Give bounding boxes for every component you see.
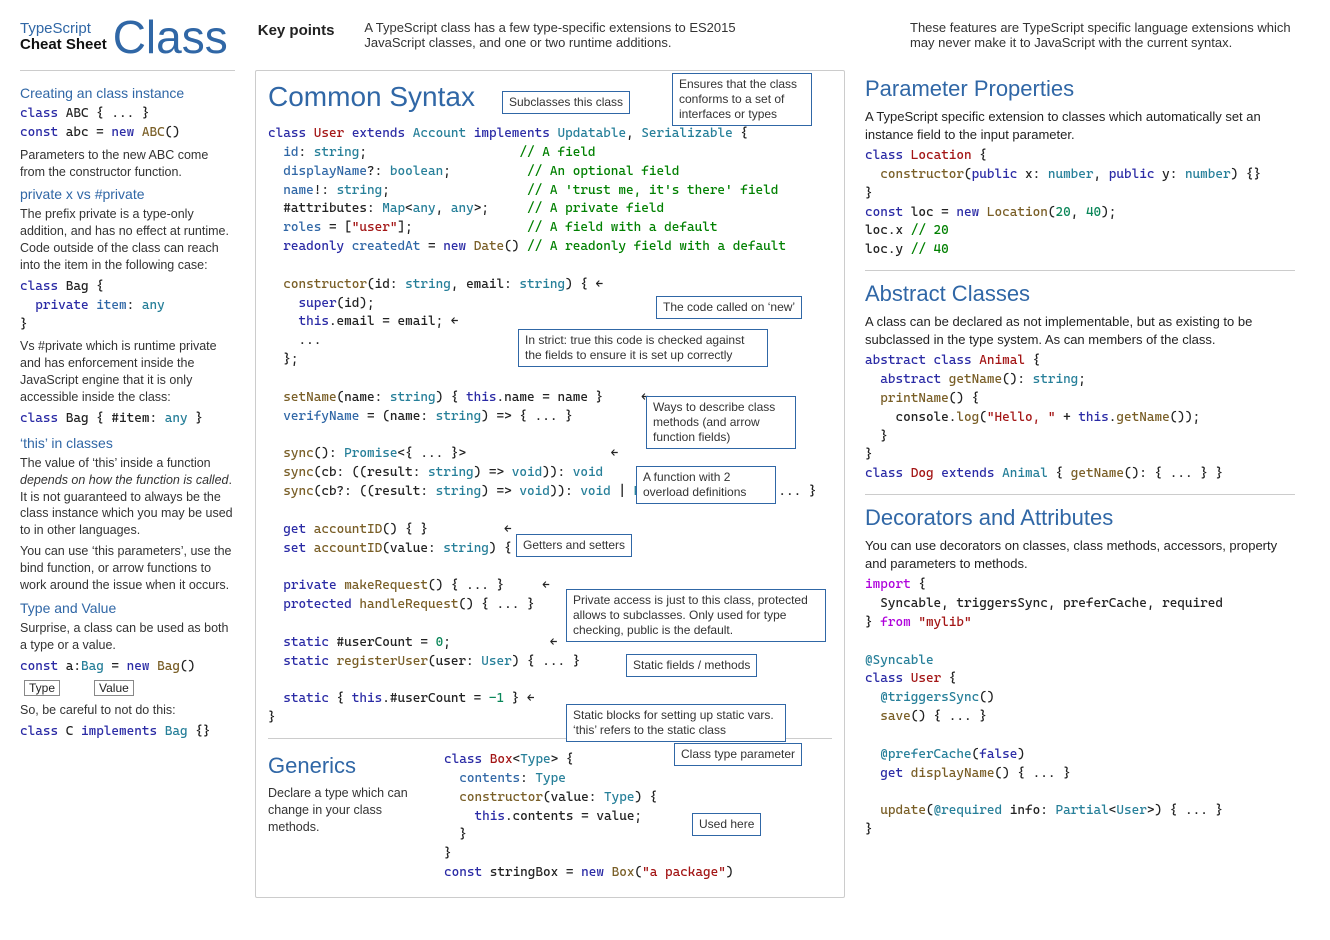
divider xyxy=(865,270,1295,271)
divider-2 xyxy=(865,494,1295,495)
top-right-text: These features are TypeScript specific l… xyxy=(910,20,1310,50)
callout-staticblock: Static blocks for setting up static vars… xyxy=(566,704,786,742)
code-private1: class Bag { private item: any } xyxy=(20,278,235,335)
h-typeval: Type and Value xyxy=(20,600,235,616)
callout-new: The code called on ‘new’ xyxy=(656,296,802,319)
para-typeval2: So, be careful to not do this: xyxy=(20,702,235,719)
key-points-label: Key points xyxy=(258,22,335,39)
key-points-text: A TypeScript class has a few type-specif… xyxy=(364,20,784,50)
callout-access: Private access is just to this class, pr… xyxy=(566,589,826,642)
h-param: Parameter Properties xyxy=(865,76,1295,102)
callout-overload: A function with 2 overload definitions xyxy=(636,466,776,504)
col-right: Parameter Properties A TypeScript specif… xyxy=(865,70,1295,898)
callout-getset: Getters and setters xyxy=(516,534,632,557)
callout-usedhere: Used here xyxy=(692,813,761,836)
code-typeval: const a:Bag = new Bag() xyxy=(20,658,235,677)
callout-strict: In strict: true this code is checked aga… xyxy=(518,329,768,367)
code-dec: import { Syncable, triggersSync, preferC… xyxy=(865,576,1295,840)
callout-conforms: Ensures that the class conforms to a set… xyxy=(672,73,812,126)
typeval-tags: Type Value xyxy=(24,680,235,696)
code-generics: class Box<Type> { contents: Type constru… xyxy=(444,751,832,883)
generics-block: Generics Declare a type which can change… xyxy=(268,738,832,887)
h-this: ‘this’ in classes xyxy=(20,435,235,451)
logo-main: Class xyxy=(113,10,228,64)
h-abs: Abstract Classes xyxy=(865,281,1295,307)
header-row: TypeScript Cheat Sheet Class Key points … xyxy=(0,0,1330,70)
col-left: Creating an class instance class ABC { .… xyxy=(20,70,235,898)
para-abs: A class can be declared as not implement… xyxy=(865,313,1295,348)
logo-line2: Cheat Sheet xyxy=(20,37,107,54)
h-create: Creating an class instance xyxy=(20,85,235,101)
columns: Creating an class instance class ABC { .… xyxy=(0,70,1330,918)
h-common: Common Syntax xyxy=(268,81,475,113)
h-dec: Decorators and Attributes xyxy=(865,505,1295,531)
para-this2: You can use ‘this parameters’, use the b… xyxy=(20,543,235,594)
tag-value: Value xyxy=(94,680,134,696)
para-this1: The value of ‘this’ inside a function de… xyxy=(20,455,235,539)
para-private2: Vs #private which is runtime private and… xyxy=(20,338,235,406)
para-create: Parameters to the new ABC come from the … xyxy=(20,147,235,181)
callout-subclass: Subclasses this class xyxy=(502,91,630,114)
h-generics: Generics xyxy=(268,753,428,779)
para-private1: The prefix private is a type-only additi… xyxy=(20,206,235,274)
code-typeval2: class C implements Bag {} xyxy=(20,723,235,742)
logo-line1: TypeScript xyxy=(20,21,107,38)
callout-methods: Ways to describe class methods (and arro… xyxy=(646,396,796,449)
code-param: class Location { constructor(public x: n… xyxy=(865,147,1295,260)
code-abs: abstract class Animal { abstract getName… xyxy=(865,352,1295,484)
callout-classtype: Class type parameter xyxy=(674,743,802,766)
code-create: class ABC { ... } const abc = new ABC() xyxy=(20,105,235,143)
gen-desc: Declare a type which can change in your … xyxy=(268,785,428,836)
tag-type: Type xyxy=(24,680,60,696)
para-typeval1: Surprise, a class can be used as both a … xyxy=(20,620,235,654)
callout-static: Static fields / methods xyxy=(626,654,757,677)
para-param: A TypeScript specific extension to class… xyxy=(865,108,1295,143)
col-mid: Common Syntax Subclasses this class Ensu… xyxy=(255,70,845,898)
logo-block: TypeScript Cheat Sheet Class xyxy=(20,10,228,64)
code-private2: class Bag { #item: any } xyxy=(20,410,235,429)
logo-subtitle: TypeScript Cheat Sheet xyxy=(20,21,107,54)
para-dec: You can use decorators on classes, class… xyxy=(865,537,1295,572)
h-private: private x vs #private xyxy=(20,186,235,202)
